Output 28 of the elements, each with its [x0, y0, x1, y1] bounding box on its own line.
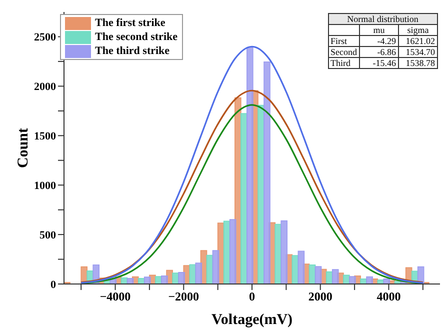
legend-label: The first strike [95, 16, 166, 30]
annotation: Third [328, 58, 360, 68]
x-tick-label: 2000 [308, 290, 332, 304]
annotation: -15.46 [360, 58, 398, 68]
legend-label: The third strike [95, 44, 170, 58]
y-tick-label: 2500 [34, 32, 56, 44]
annotation: sigma [398, 24, 438, 36]
annotation: 1538.78 [398, 58, 438, 68]
annotation: -6.86 [360, 46, 398, 58]
annotation: mu [360, 24, 398, 36]
y-tick-label: 0 [50, 278, 56, 291]
x-axis-title: Voltage(mV) [211, 312, 293, 328]
x-tick-label: 4000 [376, 290, 401, 304]
y-tick-label: 1000 [34, 180, 56, 192]
annotation: First [328, 36, 360, 46]
legend-label: The second strike [95, 30, 178, 44]
y-axis-title: Count [15, 128, 32, 168]
x-tick-label: −2000 [168, 290, 200, 304]
y-tick-label: 2000 [34, 81, 56, 94]
y-tick-label: 500 [40, 229, 56, 242]
y-tick-label: 1500 [34, 130, 56, 143]
annotation: -4.29 [360, 36, 398, 46]
annotation: Second [328, 46, 360, 58]
x-tick-label: 0 [249, 290, 255, 304]
annotation: 1621.02 [398, 36, 438, 46]
x-tick-label: −4000 [100, 290, 131, 304]
annotation: Normal distribution [328, 14, 438, 24]
annotation: 1534.70 [398, 46, 438, 58]
